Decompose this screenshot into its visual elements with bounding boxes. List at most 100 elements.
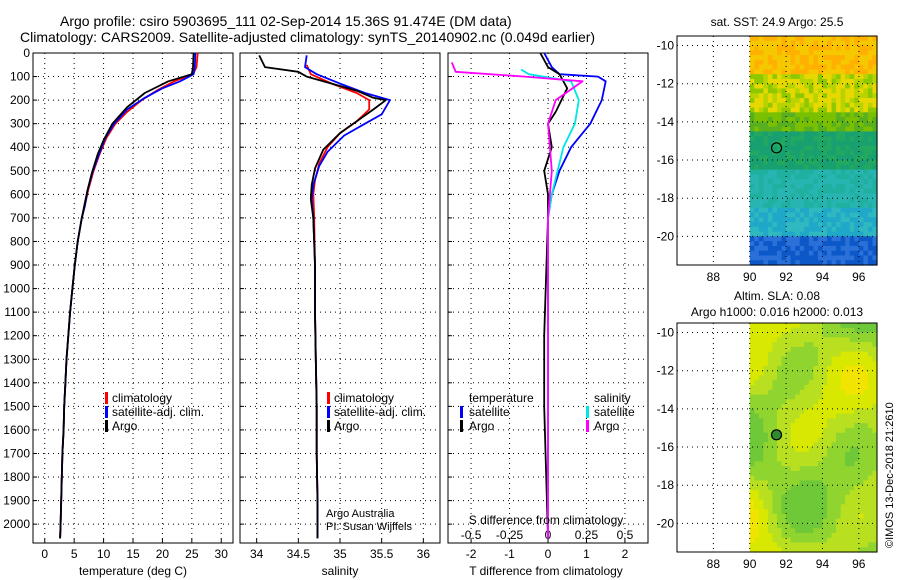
heatmap-cell (772, 40, 778, 47)
heatmap-cell (817, 447, 824, 453)
heatmap-cell (790, 245, 796, 252)
heatmap-cell (867, 59, 874, 66)
heatmap-cell (758, 323, 764, 329)
heatmap-cell (858, 74, 864, 80)
heatmap-cell (763, 480, 769, 486)
heatmap-cell (767, 83, 774, 90)
heatmap-cell (831, 236, 837, 242)
heatmap-cell (786, 418, 792, 424)
heatmap-cell (767, 518, 774, 524)
heatmap-cell (758, 107, 764, 113)
heatmap-cell (845, 174, 851, 180)
heatmap-cell (863, 250, 869, 257)
heatmap-cell (754, 236, 760, 242)
heatmap-cell (849, 207, 855, 214)
heatmap-cell (799, 107, 805, 113)
heatmap-cell (840, 432, 846, 439)
heatmap-cell (754, 504, 760, 510)
heatmap-cell (777, 537, 783, 544)
heatmap-cell (863, 480, 869, 486)
heatmap-cell (758, 370, 764, 377)
argo-australia-note: Argo Australia (326, 508, 395, 520)
heatmap-cell (863, 160, 869, 166)
heatmap-cell (808, 40, 814, 47)
heatmap-cell (781, 342, 787, 348)
heatmap-cell (763, 160, 769, 166)
heatmap-cell (822, 385, 828, 391)
heatmap-cell (872, 136, 878, 142)
heatmap-cell (872, 217, 878, 223)
legend-salinity-title: salinity (594, 391, 631, 405)
heatmap-cell (772, 222, 778, 228)
series-line-s-argo (450, 62, 584, 539)
heatmap-cell (795, 408, 801, 415)
heatmap-cell (831, 198, 837, 204)
heatmap-cell (845, 470, 851, 477)
heatmap-cell (836, 389, 842, 396)
heatmap-cell (858, 107, 864, 113)
heatmap-cell (790, 236, 796, 242)
heatmap-cell (858, 456, 864, 462)
heatmap-cell (804, 537, 810, 544)
heatmap-cell (777, 337, 783, 343)
heatmap-cell (827, 212, 833, 218)
depth-tick-label: 1600 (3, 423, 30, 437)
heatmap-cell (867, 451, 874, 458)
sst-argo-location-marker (770, 142, 783, 154)
heatmap-cell (872, 131, 878, 137)
heatmap-cell (758, 356, 764, 362)
heatmap-cell (813, 226, 819, 233)
heatmap-cell (845, 231, 851, 237)
heatmap-cell (840, 323, 846, 329)
heatmap-cell (786, 456, 792, 462)
heatmap-cell (831, 504, 837, 510)
heatmap-cell (754, 370, 760, 377)
heatmap-cell (758, 466, 764, 472)
heatmap-cell (831, 179, 837, 185)
heatmap-cell (836, 451, 842, 458)
heatmap-cell (754, 518, 760, 524)
heatmap-cell (822, 78, 828, 85)
heatmap-cell (749, 461, 755, 467)
heatmap-cell (836, 183, 842, 190)
heatmap-cell (786, 518, 792, 524)
heatmap-cell (867, 404, 874, 410)
heatmap-cell (817, 126, 824, 133)
heatmap-cell (827, 78, 833, 85)
heatmap-cell (849, 179, 855, 185)
heatmap-cell (840, 427, 846, 434)
heatmap-cell (808, 64, 814, 70)
heatmap-cell (758, 518, 764, 524)
heatmap-cell (808, 260, 814, 266)
heatmap-cell (822, 155, 828, 161)
heatmap-cell (827, 451, 833, 458)
heatmap-cell (758, 418, 764, 424)
heatmap-cell (767, 528, 774, 534)
heatmap-cell (799, 518, 805, 524)
heatmap-cell (831, 231, 837, 237)
heatmap-cell (790, 499, 796, 505)
heatmap-cell (813, 337, 819, 343)
heatmap-cell (867, 169, 874, 175)
heatmap-cell (840, 547, 846, 553)
heatmap-cell (758, 399, 764, 405)
heatmap-cell (786, 509, 792, 515)
heatmap-cell (781, 389, 787, 396)
salinity-grid (240, 52, 440, 543)
heatmap-cell (817, 88, 824, 94)
heatmap-cell (836, 69, 842, 75)
heatmap-cell (749, 475, 755, 482)
heatmap-cell (772, 88, 778, 94)
heatmap-cell (804, 45, 810, 51)
heatmap-cell (849, 250, 855, 257)
heatmap-cell (872, 394, 878, 400)
heatmap-cell (845, 404, 851, 410)
heatmap-cell (786, 385, 792, 391)
heatmap-cell (754, 404, 760, 410)
heatmap-cell (790, 55, 796, 61)
heatmap-cell (772, 74, 778, 80)
heatmap-cell (822, 547, 828, 553)
heatmap-cell (840, 494, 846, 501)
heatmap-cell (786, 202, 792, 209)
heatmap-cell (872, 332, 878, 338)
